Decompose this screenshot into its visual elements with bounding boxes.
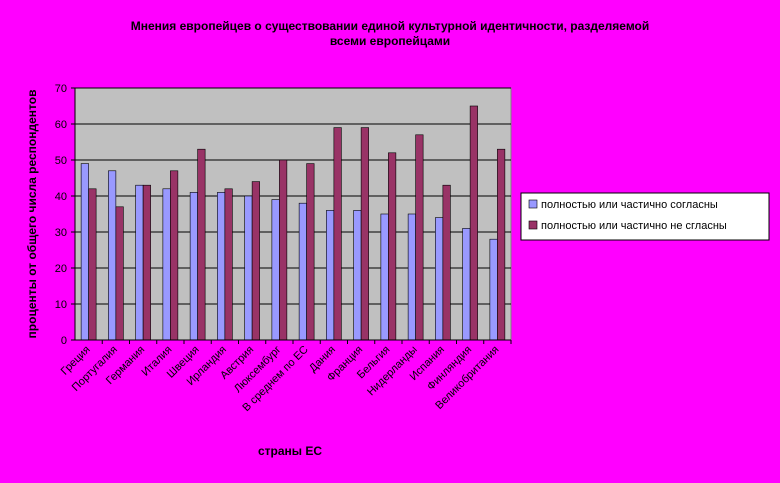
- bar-agree: [80, 163, 89, 341]
- bar-agree: [108, 170, 117, 341]
- bar-agree: [353, 210, 362, 341]
- y-tick-label: 0: [61, 335, 67, 347]
- bar-disagree: [251, 181, 260, 341]
- bar-disagree: [142, 184, 151, 341]
- y-tick-label: 20: [55, 263, 67, 275]
- y-tick-label: 60: [55, 119, 67, 131]
- bar-agree: [298, 202, 307, 341]
- bar-agree: [162, 188, 171, 341]
- legend-box: [520, 192, 770, 241]
- legend-label: полностью или частично не сгласны: [541, 220, 727, 232]
- bar-agree: [244, 195, 253, 341]
- bar-disagree: [170, 170, 179, 341]
- chart-title-line-2: всеми европейцами: [330, 34, 450, 48]
- bar-agree: [489, 238, 498, 341]
- bar-disagree: [115, 206, 124, 341]
- bar-agree: [407, 213, 416, 341]
- bar-agree: [462, 228, 471, 341]
- y-tick-label: 70: [55, 83, 67, 95]
- bar-agree: [217, 192, 226, 341]
- y-tick-label: 50: [55, 155, 67, 167]
- bar-disagree: [497, 148, 506, 341]
- bar-agree: [271, 199, 280, 341]
- legend-swatch: [528, 199, 538, 209]
- y-tick-labels: 0 10 20 30 40 50 60 70: [55, 83, 75, 347]
- bar-disagree: [88, 188, 97, 341]
- bar-disagree: [442, 184, 451, 341]
- y-tick-label: 40: [55, 191, 67, 203]
- legend-label: полностью или частично согласны: [541, 199, 718, 211]
- y-axis-title: проценты от общего числа респондентов: [25, 90, 39, 339]
- legend-swatch: [528, 220, 538, 230]
- bar-disagree: [306, 163, 315, 341]
- bar-disagree: [279, 159, 288, 341]
- x-tick-labels: ГрецияПортугалияГерманияИталияШвецияИрла…: [59, 340, 512, 414]
- bar-disagree: [224, 188, 233, 341]
- x-axis-title: страны ЕС: [258, 444, 322, 458]
- bar-disagree: [469, 105, 478, 341]
- chart-title: Мнения европейцев о существовании единой…: [131, 19, 650, 48]
- bar-disagree: [360, 127, 369, 341]
- bar-agree: [135, 184, 144, 341]
- bar-disagree: [415, 134, 424, 341]
- bar-agree: [435, 217, 444, 341]
- bar-agree: [189, 192, 198, 341]
- bar-disagree: [197, 148, 206, 341]
- y-tick-label: 30: [55, 227, 67, 239]
- y-tick-label: 10: [55, 299, 67, 311]
- bar-disagree: [388, 152, 397, 341]
- bar-disagree: [333, 127, 342, 341]
- legend: полностью или частично согласны полностью…: [520, 192, 770, 241]
- chart-title-line-1: Мнения европейцев о существовании единой…: [131, 19, 650, 33]
- bar-agree: [326, 210, 335, 341]
- bar-agree: [380, 213, 389, 341]
